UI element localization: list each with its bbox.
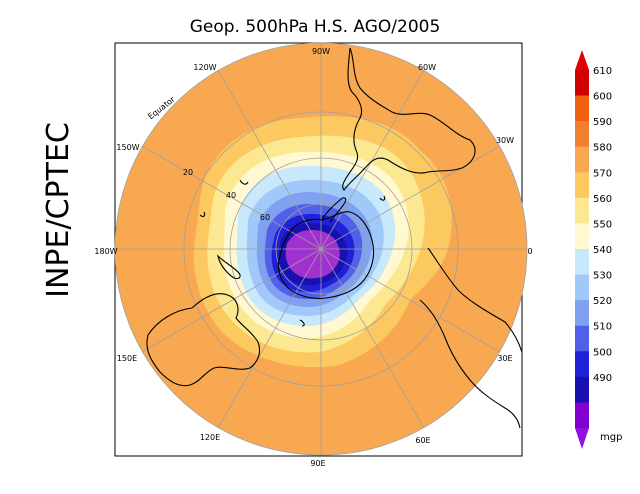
colorbar-label: 550 [593,219,612,230]
colorbar-unit: mgp [600,432,622,443]
lat-label-20: 20 [183,168,193,177]
longitude-labels: 90W 120W 60W 150W 30W 180W 0 150E 30E 12… [94,47,532,468]
lon-label-right-upper: 30W [496,136,514,145]
colorbar-swatch [575,172,589,199]
colorbar-swatch [575,223,589,250]
colorbar-swatch [575,70,589,96]
lon-label-upper-right: 60W [418,63,436,72]
colorbar-swatch [575,274,589,301]
colorbar-swatch [575,95,589,122]
lon-label-left: 180W [94,247,117,256]
colorbar-swatch [575,249,589,275]
colorbar-swatch [575,146,589,173]
colorbar-label: 590 [593,117,612,128]
coastline-new-zealand [217,254,241,280]
colorbar-swatch [575,121,589,148]
coastline-africa [419,247,523,429]
coastline-antarctic-peninsula [321,197,347,223]
colorbar-swatch [575,325,589,352]
colorbar-bottom-triangle [575,428,589,449]
colorbar-swatches [575,70,589,429]
colorbar-label: 530 [593,271,612,282]
colorbar-label: 560 [593,194,612,205]
colorbar-label: 540 [593,245,612,256]
lat-label-60: 60 [260,213,270,222]
lon-label-upper-left: 120W [193,63,216,72]
colorbar: 610600590580570560550540530520510500490 … [575,50,622,449]
colorbar-top-triangle [575,50,589,70]
colorbar-label: 500 [593,347,612,358]
colorbar-swatch [575,197,589,224]
colorbar-label: 610 [593,66,612,77]
colorbar-label: 570 [593,168,612,179]
colorbar-swatch [575,300,589,327]
meridian-30w-150e [141,145,501,353]
colorbar-swatch [575,402,589,429]
coastline-antarctica [277,211,375,300]
chart-title: Geop. 500hPa H.S. AGO/2005 [190,17,441,37]
coastlines [146,47,523,429]
lon-label-left-upper: 150W [116,143,139,152]
colorbar-swatch [575,351,589,378]
lat-label-40: 40 [226,191,236,200]
colorbar-label: 520 [593,296,612,307]
colorbar-swatch [575,376,589,403]
coastline-islands [199,179,386,327]
colorbar-labels: 610 600 590 580 570 560 550 540 530 520 510 500 490 [593,66,612,384]
side-label: INPE/CPTEC [41,122,76,298]
colorbar-label: 510 [593,322,612,333]
colorbar-label: 490 [593,373,612,384]
colorbar-label: 580 [593,143,612,154]
lon-label-lower-left: 120E [200,433,220,442]
lon-label-top: 90W [312,47,330,56]
lon-label-right-lower: 30E [497,354,512,363]
lon-label-lower-right: 60E [415,436,430,445]
coastline-australia [146,293,261,387]
graticule [114,42,528,456]
lon-label-bottom: 90E [310,459,325,468]
coastline-south-america [342,47,476,191]
lon-label-right: 0 [527,247,532,256]
lon-label-left-lower: 150E [117,354,137,363]
polar-map: 90W 120W 60W 150W 30W 180W 0 150E 30E 12… [94,42,533,468]
colorbar-label: 600 [593,92,612,103]
